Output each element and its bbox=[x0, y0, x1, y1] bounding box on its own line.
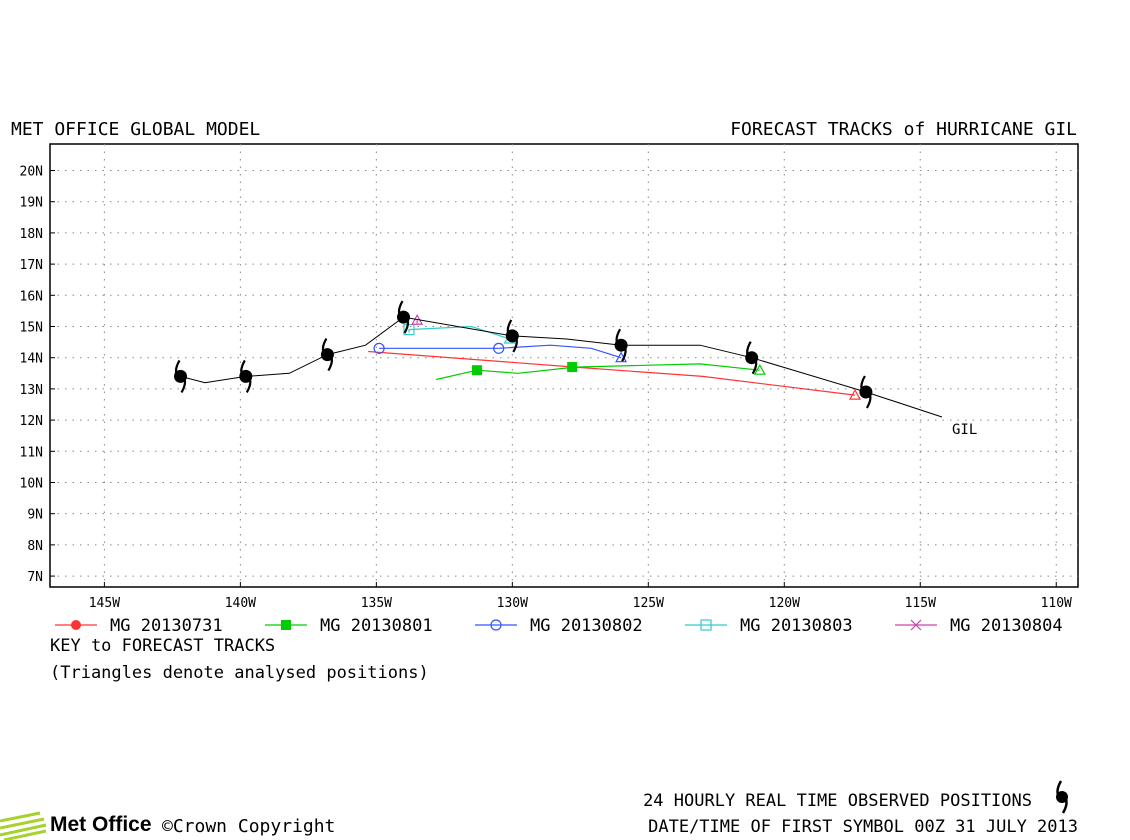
key-title: KEY to FORECAST TRACKS bbox=[50, 636, 275, 656]
hurricane-eye bbox=[174, 369, 187, 383]
marker-open-square bbox=[700, 619, 712, 631]
hurricane-symbol bbox=[505, 319, 519, 353]
lat-tick-label: 14N bbox=[20, 352, 43, 367]
legend-item: MG 20130802 bbox=[475, 616, 643, 636]
hurricane-eye bbox=[320, 348, 334, 362]
marker-filled-square bbox=[567, 362, 578, 373]
logo-mark bbox=[0, 811, 47, 840]
forecast-tracks bbox=[368, 314, 862, 400]
legend-label: MG 20130802 bbox=[530, 616, 643, 636]
copyright-text: ©Crown Copyright bbox=[162, 816, 335, 837]
legend-item: MG 20130803 bbox=[685, 616, 853, 636]
lat-tick-label: 20N bbox=[20, 165, 43, 180]
key-note: (Triangles denote analysed positions) bbox=[50, 663, 429, 683]
lat-tick-label: 15N bbox=[20, 321, 43, 336]
hurricane-eye bbox=[505, 329, 519, 343]
forecast-track-mg-20130802 bbox=[373, 342, 628, 363]
observed-positions-text: 24 HOURLY REAL TIME OBSERVED POSITIONS bbox=[643, 791, 1032, 811]
met-office-brand: Met Office bbox=[50, 813, 152, 836]
hurricane-symbol bbox=[239, 359, 253, 393]
met-office-logo: Met Office bbox=[0, 811, 152, 840]
marker-open-circle bbox=[373, 342, 385, 354]
analysed-position-triangle bbox=[753, 363, 766, 375]
lon-tick-label: 115W bbox=[905, 596, 936, 611]
lon-tick-label: 145W bbox=[89, 596, 120, 611]
analysed-position-triangle bbox=[848, 388, 862, 400]
hurricane-eye bbox=[397, 310, 410, 324]
hurricane-eye bbox=[745, 351, 759, 365]
lon-tick-label: 110W bbox=[1041, 596, 1072, 611]
legend-label: MG 20130803 bbox=[740, 616, 853, 636]
hurricane-eye bbox=[859, 385, 873, 399]
lat-tick-label: 10N bbox=[20, 476, 43, 491]
track-line bbox=[436, 363, 760, 381]
hurricane-symbol bbox=[614, 328, 628, 362]
track-line bbox=[368, 350, 856, 396]
lon-tick-label: 135W bbox=[361, 596, 392, 611]
legend-label: MG 20130801 bbox=[320, 616, 433, 636]
lon-tick-label: 125W bbox=[633, 596, 664, 611]
hurricane-symbol bbox=[397, 300, 410, 334]
legend-item: MG 20130804 bbox=[895, 616, 1063, 636]
legend-item: MG 20130801 bbox=[265, 616, 433, 636]
hurricane-symbol bbox=[859, 375, 873, 409]
lat-tick-label: 16N bbox=[20, 289, 43, 304]
track-line bbox=[408, 325, 510, 340]
lon-tick-label: 130W bbox=[497, 596, 528, 611]
legend-label: MG 20130804 bbox=[950, 616, 1063, 636]
observed-track-line bbox=[180, 316, 943, 418]
legend: MG 20130731 MG 20130801 MG 20130802 MG 2013… bbox=[55, 616, 1063, 636]
legend-label: MG 20130731 bbox=[110, 616, 223, 636]
lat-tick-label: 12N bbox=[20, 414, 43, 429]
longitude-axis: 145W 140W 135W 130W 125W 120W 115W 110W bbox=[89, 582, 1072, 611]
lon-tick-label: 120W bbox=[769, 596, 800, 611]
cross-stroke bbox=[910, 619, 922, 631]
hurricane-eye bbox=[614, 338, 628, 352]
lat-tick-label: 11N bbox=[20, 445, 43, 460]
first-symbol-datetime: DATE/TIME OF FIRST SYMBOL 00Z 31 JULY 20… bbox=[648, 817, 1078, 837]
lat-tick-label: 9N bbox=[27, 508, 43, 523]
lat-tick-label: 19N bbox=[20, 196, 43, 211]
marker-cross bbox=[910, 619, 922, 631]
marker-filled-square bbox=[471, 365, 482, 376]
chart-title: FORECAST TRACKS of HURRICANE GIL bbox=[730, 119, 1077, 140]
hurricane-eye bbox=[239, 369, 253, 383]
marker-filled-square bbox=[281, 620, 291, 630]
hurricane-icon bbox=[1056, 780, 1068, 814]
map-frame bbox=[49, 143, 1079, 588]
hurricane-symbol bbox=[745, 341, 759, 375]
marker-filled-circle bbox=[71, 620, 81, 630]
lat-tick-label: 7N bbox=[27, 570, 43, 585]
lon-tick-label: 140W bbox=[225, 596, 256, 611]
lat-tick-label: 8N bbox=[27, 539, 43, 554]
lat-tick-label: 17N bbox=[20, 258, 43, 273]
forecast-track-mg-20130731 bbox=[368, 350, 862, 400]
observed-track bbox=[174, 300, 943, 418]
storm-label: GIL bbox=[952, 422, 977, 438]
hurricane-symbol bbox=[320, 338, 334, 372]
lat-tick-label: 18N bbox=[20, 227, 43, 242]
marker-open-circle bbox=[490, 619, 502, 631]
lat-tick-label: 13N bbox=[20, 383, 43, 398]
hurricane-symbol bbox=[174, 359, 187, 393]
forecast-track-mg-20130801 bbox=[436, 362, 766, 381]
track-line bbox=[379, 344, 622, 359]
model-title: MET OFFICE GLOBAL MODEL bbox=[11, 119, 260, 140]
legend-item: MG 20130731 bbox=[55, 616, 223, 636]
marker-open-circle bbox=[493, 342, 505, 354]
latitude-axis: 20N 19N 18N 17N 16N 15N 14N 13N 12N 11N 10N 9N 8N 7N bbox=[20, 165, 55, 585]
marker-open-square bbox=[403, 324, 415, 336]
